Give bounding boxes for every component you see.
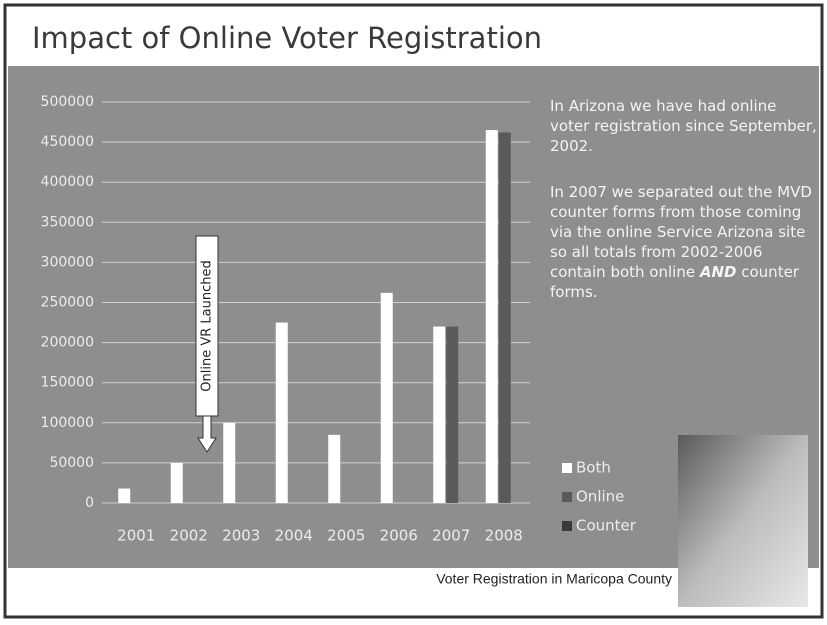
legend-label: Online [576, 488, 624, 506]
y-tick-label: 400000 [41, 174, 94, 190]
bar [381, 293, 393, 503]
bar [328, 435, 340, 503]
note-2-emphasis: AND [700, 263, 737, 281]
annotation-text: Online VR Launched [200, 260, 215, 391]
bar [118, 489, 130, 503]
note-2: In 2007 we separated out the MVD counter… [550, 182, 818, 302]
chart: Impact of Online Voter Registration Vote… [0, 0, 827, 625]
y-tick-label: 250000 [41, 295, 94, 311]
x-tick-label: 2003 [222, 527, 260, 545]
page: Impact of Online Voter Registration Vote… [0, 0, 827, 625]
bar [223, 423, 235, 503]
bar [171, 463, 183, 503]
x-tick-label: 2007 [432, 527, 470, 545]
photo [678, 435, 808, 607]
bar [446, 327, 458, 503]
legend-swatch [562, 521, 572, 531]
y-tick-label: 300000 [41, 254, 94, 270]
bar [499, 132, 511, 503]
x-tick-label: 2004 [275, 527, 313, 545]
x-tick-label: 2001 [117, 527, 155, 545]
x-tick-label: 2002 [170, 527, 208, 545]
legend-label: Both [576, 459, 611, 477]
y-tick-label: 500000 [41, 94, 94, 110]
footer: Voter Registration in Maricopa County [436, 571, 672, 587]
legend-label: Counter [576, 517, 637, 535]
y-tick-label: 150000 [41, 375, 94, 391]
y-tick-label: 100000 [41, 415, 94, 431]
y-tick-label: 50000 [49, 455, 94, 471]
x-tick-label: 2005 [327, 527, 365, 545]
bar [433, 327, 445, 503]
y-tick-label: 450000 [41, 134, 94, 150]
bar [486, 130, 498, 503]
y-tick-label: 200000 [41, 335, 94, 351]
note-1: In Arizona we have had online voter regi… [550, 96, 818, 156]
legend-swatch [562, 492, 572, 502]
chart-title: Impact of Online Voter Registration [32, 21, 542, 55]
x-tick-label: 2006 [380, 527, 418, 545]
legend-swatch [562, 463, 572, 473]
y-tick-label: 0 [85, 495, 94, 511]
y-tick-label: 350000 [41, 214, 94, 230]
bar [276, 323, 288, 503]
x-tick-label: 2008 [485, 527, 523, 545]
